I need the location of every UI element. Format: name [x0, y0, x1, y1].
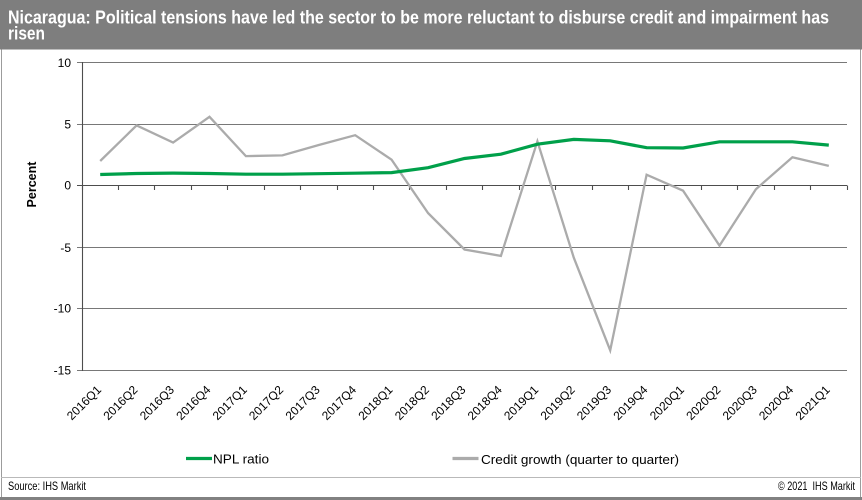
svg-text:© 2021 IHS Markit: © 2021 IHS Markit: [778, 479, 856, 493]
svg-text:5: 5: [64, 117, 71, 131]
svg-text:risen: risen: [8, 23, 45, 44]
svg-text:Credit growth (quarter to quar: Credit growth (quarter to quarter): [481, 452, 679, 467]
svg-text:Nicaragua: Political tensions: Nicaragua: Political tensions have led t…: [8, 7, 829, 28]
svg-text:-15: -15: [54, 364, 72, 378]
svg-text:Percent: Percent: [25, 161, 39, 208]
svg-text:10: 10: [58, 56, 72, 70]
svg-text:-5: -5: [60, 241, 71, 255]
svg-text:-10: -10: [54, 301, 72, 315]
svg-text:Source: IHS Markit: Source: IHS Markit: [8, 479, 87, 493]
svg-text:0: 0: [64, 179, 71, 193]
svg-text:NPL ratio: NPL ratio: [213, 452, 269, 467]
